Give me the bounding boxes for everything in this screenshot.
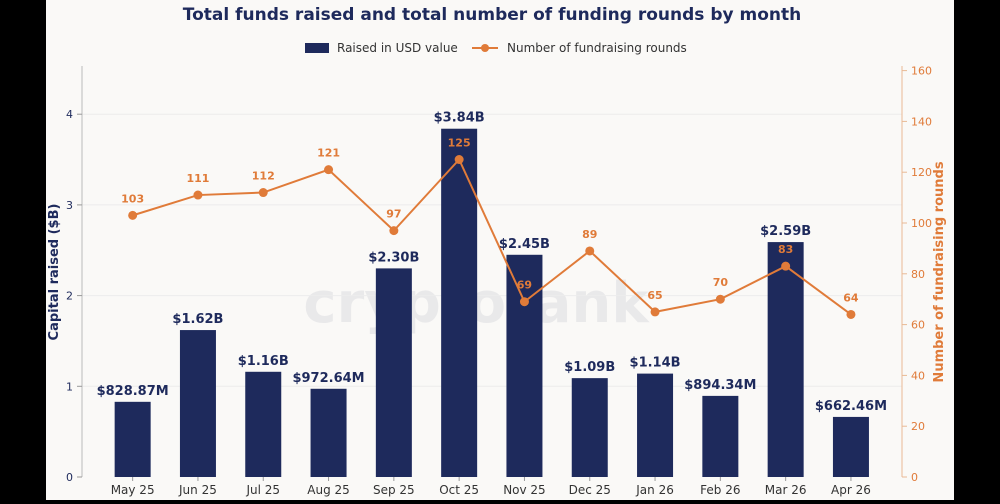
rounds-value-label: 89 [582,228,597,241]
rounds-point [716,295,725,304]
x-tick-label: Aug 25 [307,483,350,497]
bar [702,396,738,477]
x-tick-label: Mar 26 [765,483,807,497]
right-tick-label: 0 [911,471,918,484]
right-tick-label: 40 [911,369,925,382]
x-tick-label: Oct 25 [439,483,479,497]
rounds-point [389,226,398,235]
rounds-point [259,188,268,197]
rounds-point [455,155,464,164]
rounds-value-label: 70 [713,276,729,289]
rounds-point [193,191,202,200]
rounds-value-label: 83 [778,243,793,256]
rounds-point [128,211,137,220]
right-tick-label: 20 [911,420,925,433]
right-axis-label: Number of fundraising rounds [932,161,947,382]
right-tick-label: 100 [911,217,932,230]
chart-title: Total funds raised and total number of f… [183,5,801,25]
legend: Raised in USD value Number of fundraisin… [305,41,687,55]
bar-value-label: $2.45B [499,237,550,252]
bar-value-label: $894.34M [684,378,756,393]
bar-value-label: $972.64M [292,371,364,386]
right-tick-label: 60 [911,319,925,332]
bar [441,129,477,477]
bar-value-label: $1.14B [630,356,681,371]
bar [572,378,608,477]
rounds-value-label: 112 [252,170,275,183]
left-axis-ticks: 0 1 2 3 4 [66,108,82,484]
rounds-value-label: 121 [317,147,340,160]
right-axis-ticks: 0 20 40 60 80 100 120 140 160 [902,65,932,484]
bar [637,374,673,477]
left-tick-label: 0 [66,471,73,484]
chart-frame: Total funds raised and total number of f… [46,0,954,500]
legend-label-line: Number of fundraising rounds [507,41,687,55]
left-tick-label: 2 [66,290,73,303]
bar-value-label: $3.84B [434,111,485,126]
right-tick-label: 160 [911,65,932,78]
x-tick-label: Feb 26 [700,483,740,497]
legend-swatch-bar [305,43,329,53]
rounds-value-label: 69 [517,279,532,292]
rounds-point [846,310,855,319]
right-tick-label: 140 [911,115,932,128]
right-tick-label: 120 [911,166,932,179]
rounds-value-label: 64 [843,291,859,304]
bar-value-label: $828.87M [97,384,169,399]
rounds-value-label: 97 [386,208,401,221]
x-tick-label: Jul 25 [245,483,280,497]
bar [311,389,347,477]
rounds-point [520,297,529,306]
x-tick-label: Jan 26 [635,483,674,497]
x-tick-label: Jun 25 [178,483,217,497]
bar-value-label: $2.59B [760,224,811,239]
bar [245,372,281,477]
rounds-value-label: 111 [186,172,209,185]
bar [180,330,216,477]
legend-label-bar: Raised in USD value [337,41,458,55]
left-tick-label: 3 [66,199,73,212]
left-axis-label: Capital raised ($B) [47,204,62,341]
funding-chart: Total funds raised and total number of f… [46,0,954,500]
bar-value-label: $662.46M [815,399,887,414]
rounds-value-label: 125 [448,137,471,150]
legend-swatch-marker [481,44,489,52]
bar-value-label: $1.62B [172,312,223,327]
x-tick-label: Nov 25 [503,483,546,497]
left-tick-label: 4 [66,108,73,121]
bar [768,242,804,477]
rounds-value-label: 103 [121,192,144,205]
bar-value-label: $1.16B [238,354,289,369]
bar-value-label: $2.30B [368,250,419,265]
rounds-point [585,246,594,255]
x-tick-label: Sep 25 [373,483,415,497]
right-tick-label: 80 [911,268,925,281]
bar-value-label: $1.09B [564,360,615,375]
x-tick-label: Apr 26 [831,483,871,497]
rounds-point [781,262,790,271]
rounds-value-label: 65 [647,289,662,302]
x-axis-ticks: May 25 Jun 25 Jul 25 Aug 25 Sep 25 Oct 25 Nov … [111,477,871,497]
x-tick-label: Dec 25 [569,483,611,497]
x-tick-label: May 25 [111,483,155,497]
bar [115,402,151,477]
rounds-point [651,307,660,316]
bar [833,417,869,477]
left-tick-label: 1 [66,380,73,393]
bar [376,268,412,477]
rounds-point [324,165,333,174]
